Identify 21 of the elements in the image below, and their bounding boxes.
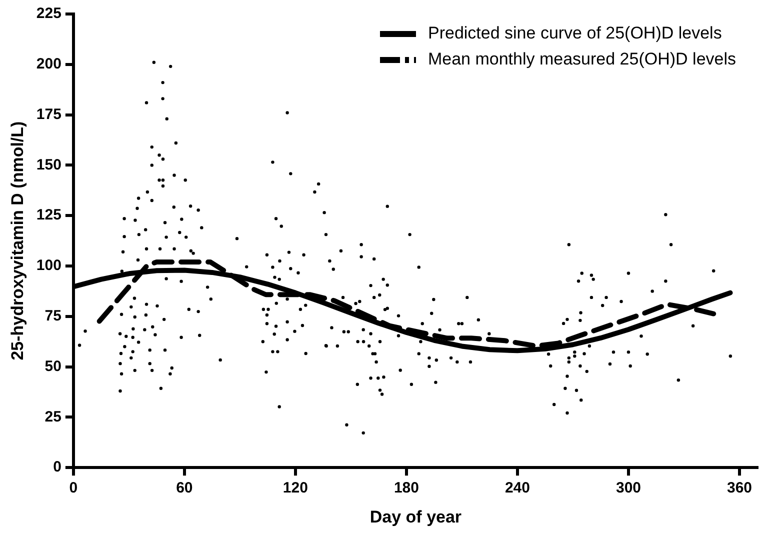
x-tick-label: 0 [69,480,78,497]
legend-label: Mean monthly measured 25(OH)D levels [428,50,736,69]
y-tick-label: 0 [53,458,62,476]
y-tick-label: 150 [36,156,62,174]
x-tick-label: 120 [282,480,308,497]
x-tick-label: 300 [616,480,641,497]
y-tick-label: 200 [36,56,62,73]
y-tick-label: 175 [36,106,62,123]
x-tick-label: 360 [726,480,752,497]
y-tick-label: 225 [36,5,62,22]
y-tick-label: 125 [36,206,62,224]
y-tick-label: 25 [44,408,62,426]
x-tick-label: 60 [176,480,193,497]
x-tick-label: 240 [504,480,530,497]
y-tick-label: 50 [44,358,62,375]
y-tick-label: 75 [44,308,62,325]
x-tick-label: 180 [394,480,419,497]
x-axis-title: Day of year [370,507,462,526]
y-axis-title: 25-hydroxyvitamin D (nmol/L) [8,121,27,360]
legend-label: Predicted sine curve of 25(OH)D levels [428,24,722,43]
y-tick-label: 100 [36,257,62,274]
